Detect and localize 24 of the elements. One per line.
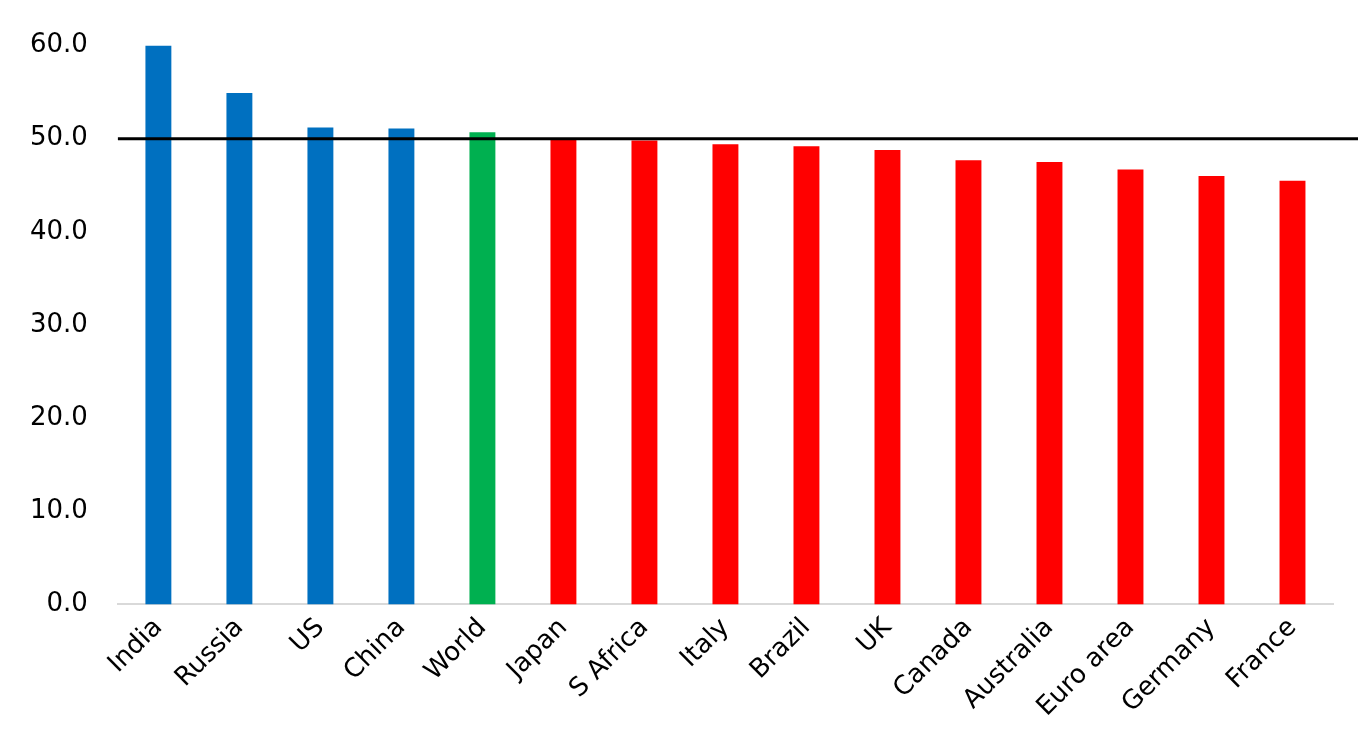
bar bbox=[226, 93, 253, 605]
bar bbox=[874, 149, 901, 605]
bar bbox=[1198, 175, 1225, 605]
y-tick-label: 60.0 bbox=[30, 28, 88, 59]
bar bbox=[1279, 180, 1306, 605]
bar bbox=[1117, 169, 1144, 605]
y-tick-label: 30.0 bbox=[30, 307, 88, 338]
bar bbox=[550, 139, 577, 605]
y-tick-label: 40.0 bbox=[30, 214, 88, 245]
bar bbox=[1036, 162, 1063, 605]
bar bbox=[631, 140, 658, 605]
bar bbox=[307, 127, 334, 605]
bar bbox=[712, 144, 739, 605]
x-tick-label: UK bbox=[849, 610, 898, 658]
bar bbox=[145, 45, 172, 605]
y-tick-label: 20.0 bbox=[30, 400, 88, 431]
bar bbox=[955, 160, 982, 605]
x-tick-label: US bbox=[283, 611, 330, 658]
bar bbox=[793, 146, 820, 605]
y-tick-label: 0.0 bbox=[46, 587, 88, 618]
bar bbox=[388, 128, 415, 605]
bar bbox=[469, 132, 496, 605]
y-tick-label: 50.0 bbox=[30, 121, 88, 152]
y-tick-label: 10.0 bbox=[30, 494, 88, 525]
